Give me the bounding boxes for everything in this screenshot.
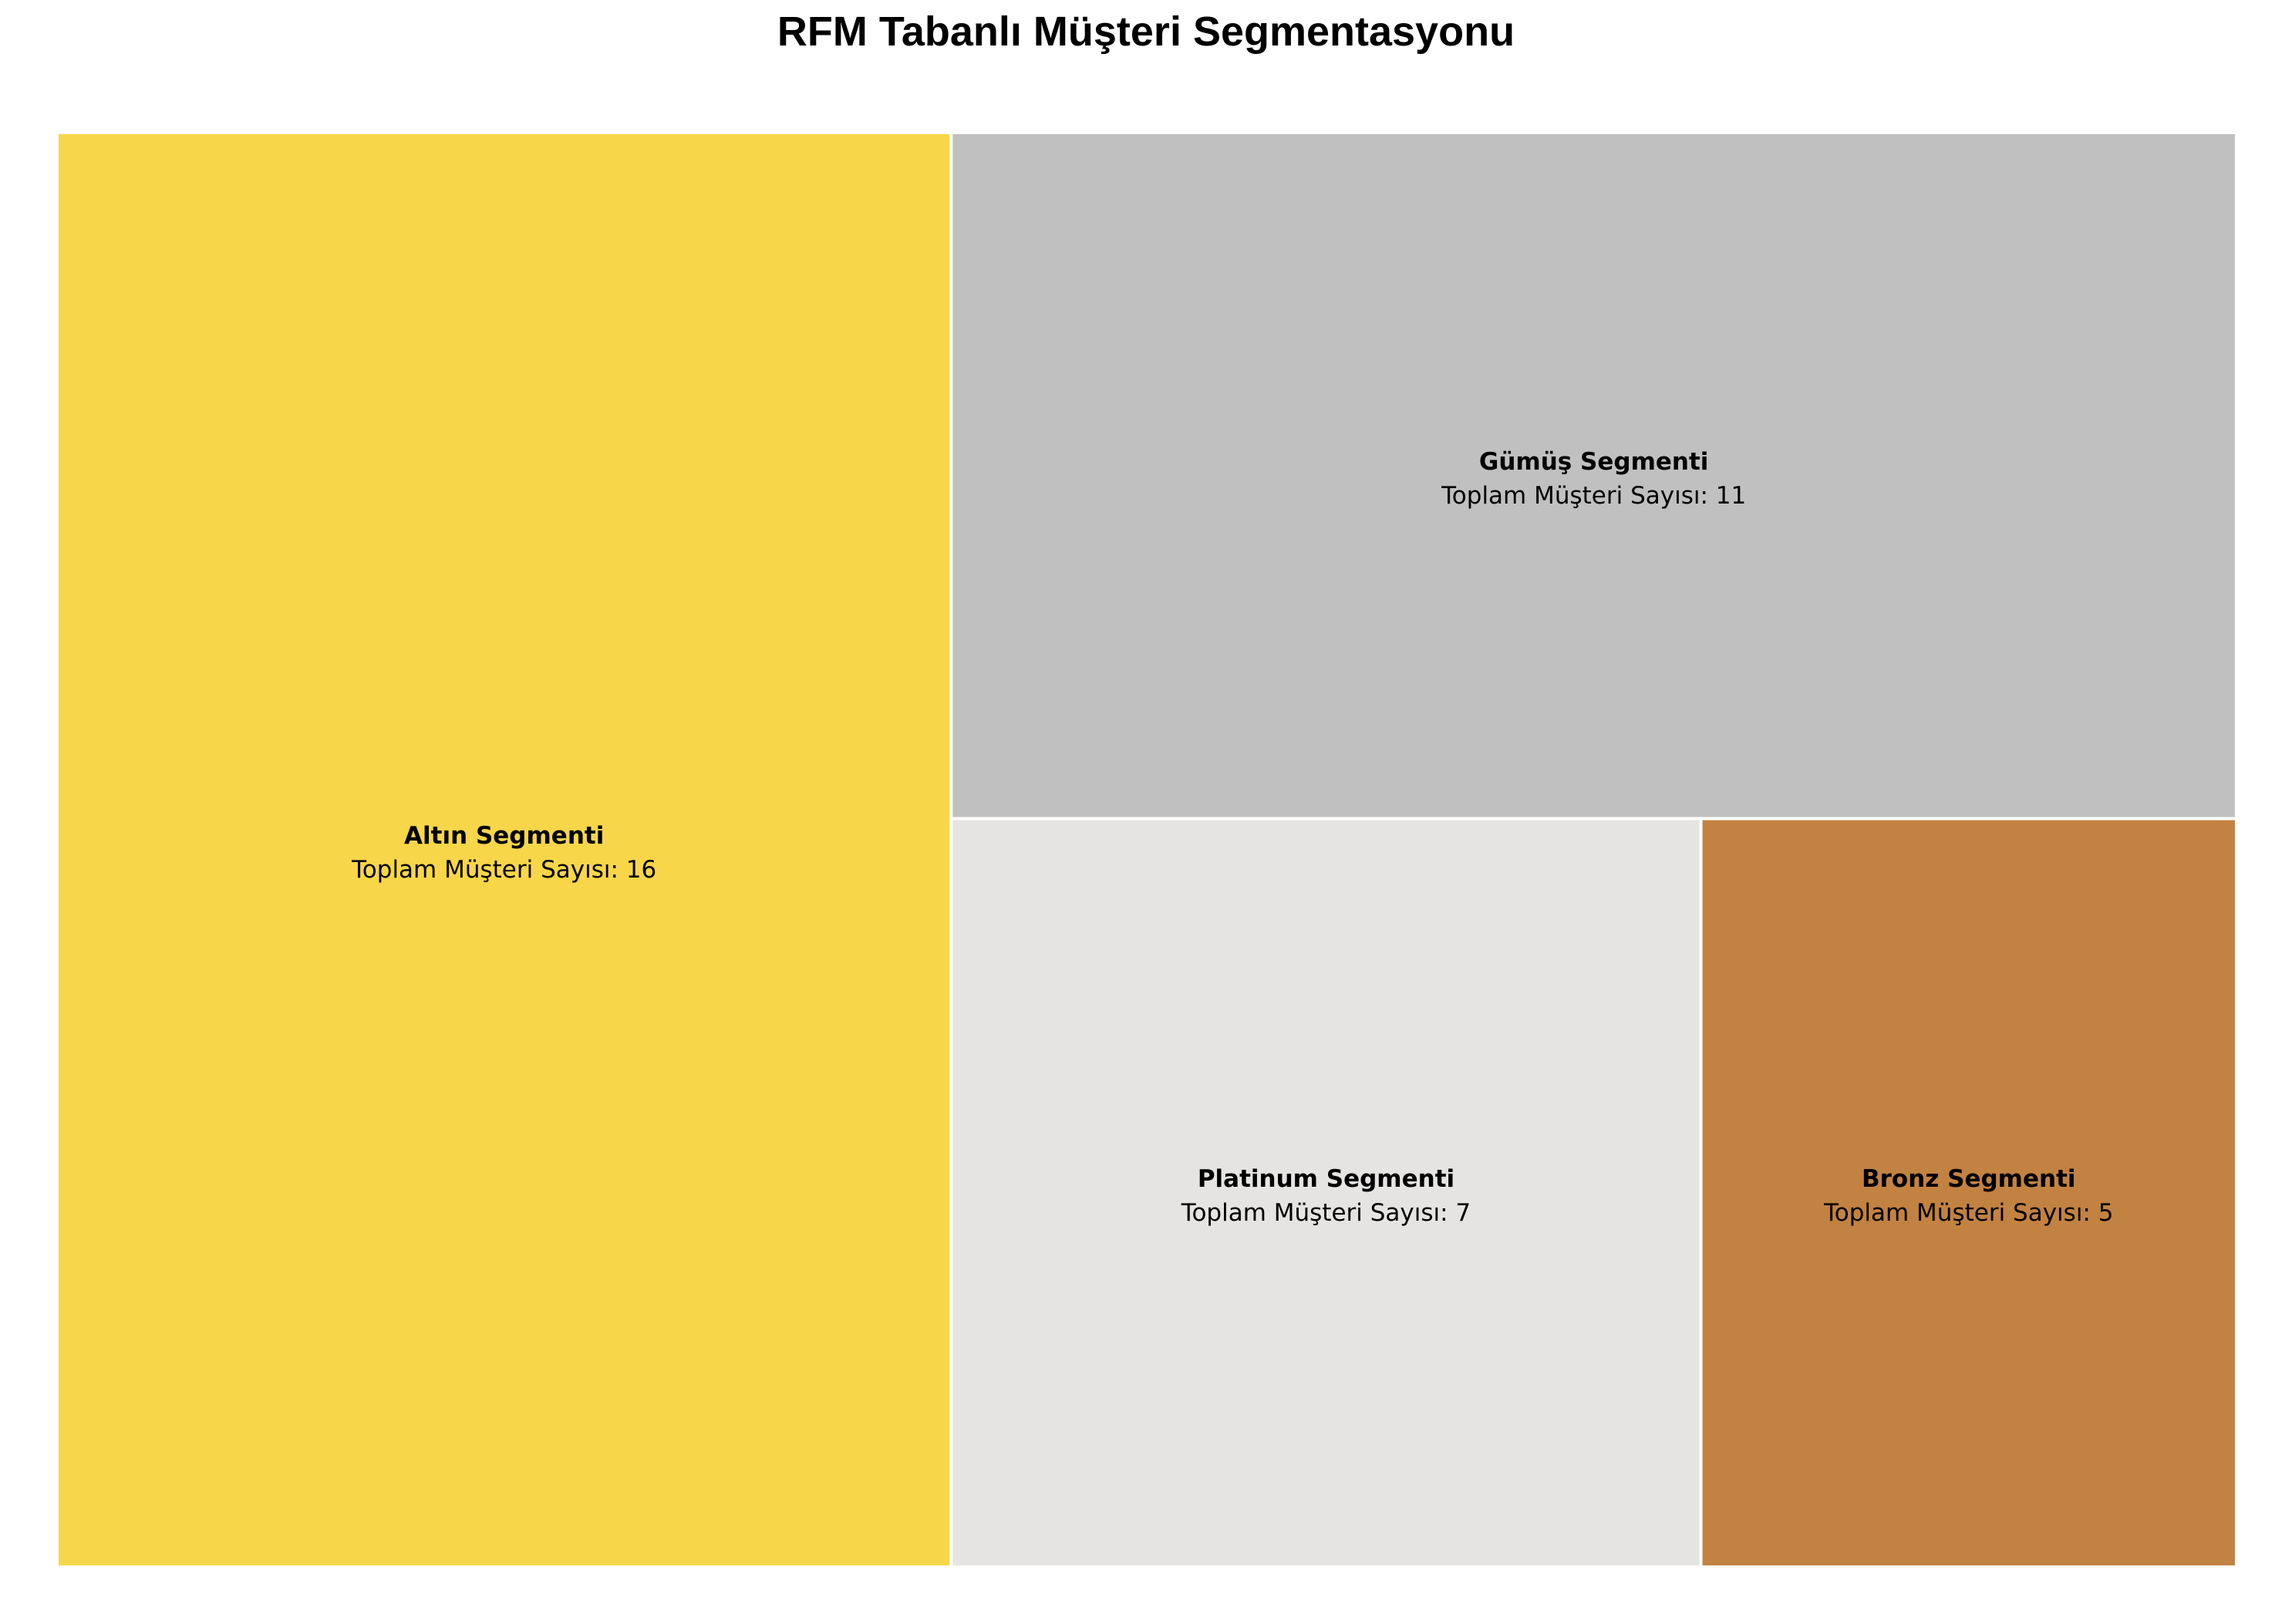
tile-label-gumus: Gümüş Segmenti bbox=[1479, 448, 1709, 476]
tile-label-platinum: Platinum Segmenti bbox=[1198, 1165, 1454, 1193]
tile-value-bronz: Toplam Müşteri Sayısı: 5 bbox=[1823, 1199, 2113, 1227]
tile-gumus bbox=[952, 134, 2235, 817]
tile-value-altin: Toplam Müşteri Sayısı: 16 bbox=[351, 856, 656, 884]
chart-title: RFM Tabanlı Müşteri Segmentasyonu bbox=[777, 8, 1515, 55]
tile-label-altin: Altın Segmenti bbox=[404, 822, 604, 850]
tile-value-gumus: Toplam Müşteri Sayısı: 11 bbox=[1441, 482, 1746, 510]
tile-label-bronz: Bronz Segmenti bbox=[1862, 1165, 2076, 1193]
tile-altin bbox=[59, 134, 950, 1565]
tile-value-platinum: Toplam Müşteri Sayısı: 7 bbox=[1181, 1199, 1471, 1227]
tile-platinum bbox=[952, 820, 1700, 1565]
tile-bronz bbox=[1702, 820, 2235, 1565]
